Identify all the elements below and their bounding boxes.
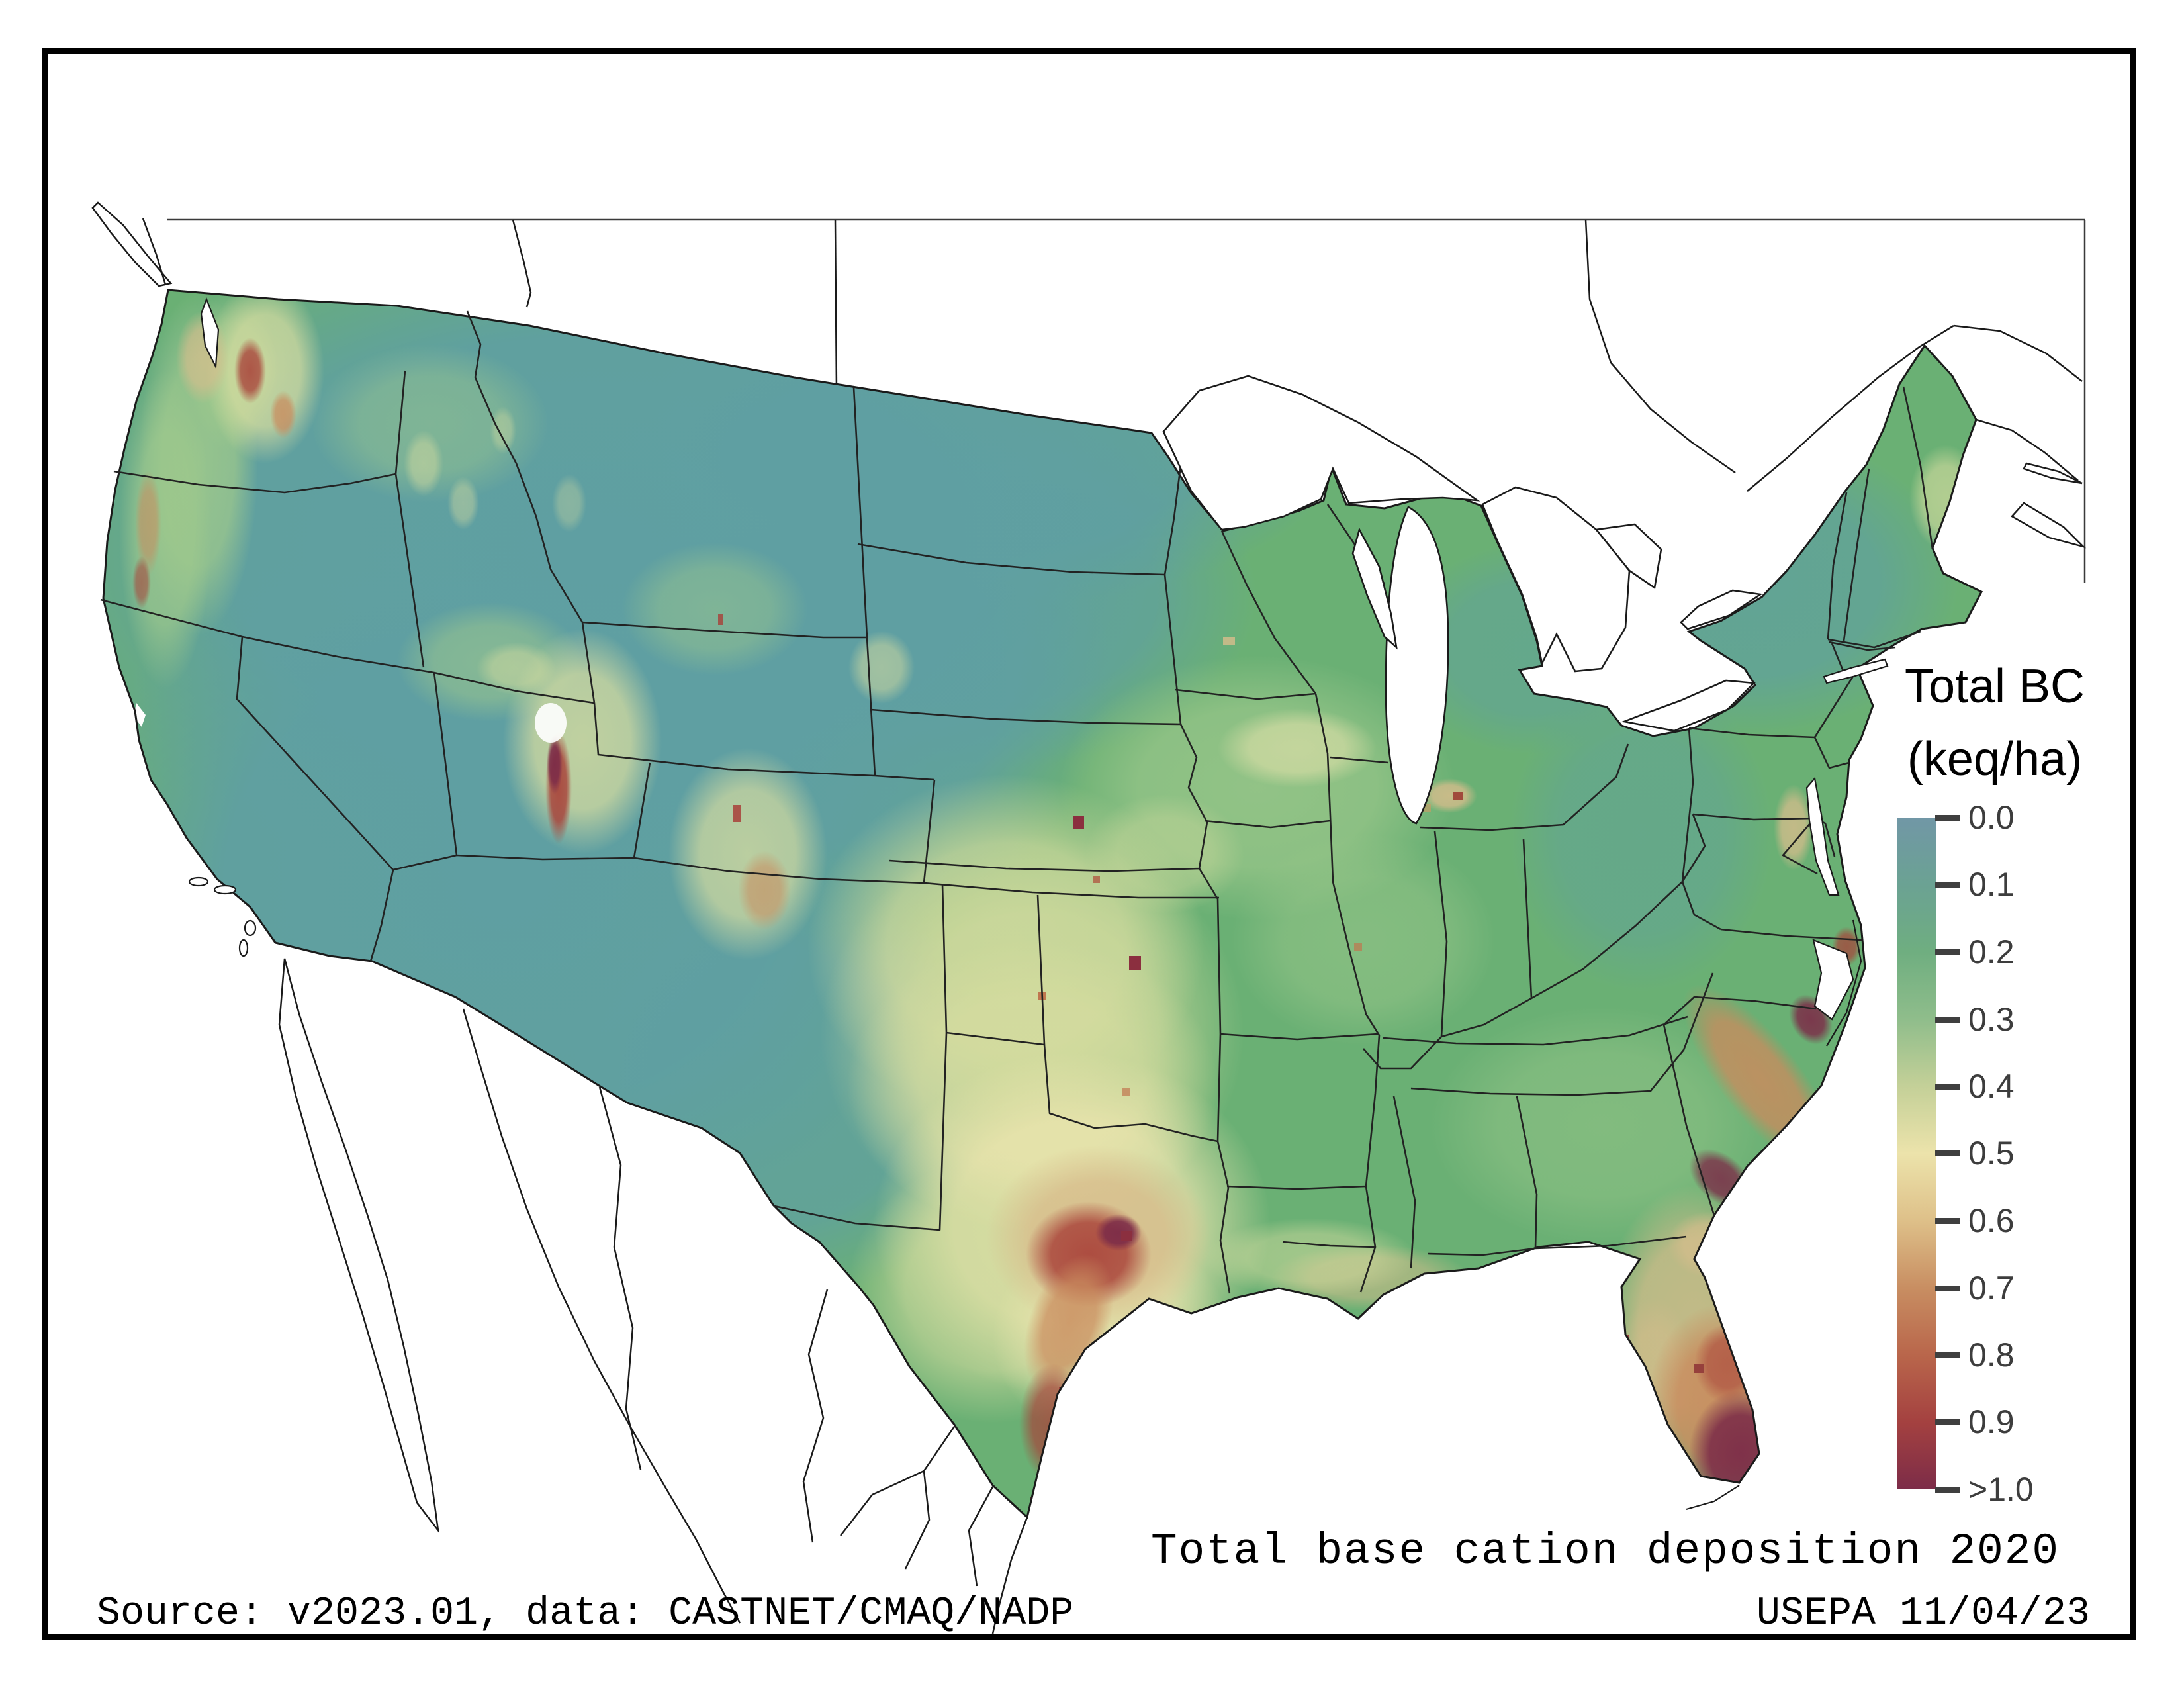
legend-tick: 0.6 xyxy=(1935,1202,2015,1239)
legend-tick: 0.1 xyxy=(1935,866,2015,903)
legend-tick: 0.4 xyxy=(1935,1068,2015,1105)
deposition-raster xyxy=(103,290,1981,1516)
legend-tick: 0.3 xyxy=(1935,1001,2015,1038)
florida-keys xyxy=(1686,1485,1740,1511)
tick-label: 0.3 xyxy=(1968,1001,2015,1038)
legend-tick: 0.0 xyxy=(1935,799,2015,836)
georgian-bay xyxy=(1594,523,1662,590)
legend-title: Total BC (keq/ha) xyxy=(1884,650,2106,796)
tick-label: 0.7 xyxy=(1968,1270,2015,1307)
agency-date-stamp: USEPA 11/04/23 xyxy=(1756,1591,2090,1636)
tick-label: 0.4 xyxy=(1968,1068,2015,1105)
conus-border xyxy=(102,289,1983,1519)
tick-label: 0.9 xyxy=(1968,1403,2015,1440)
legend-tick: >1.0 xyxy=(1935,1471,2034,1508)
tick-mark xyxy=(1935,1083,1960,1090)
mexico-outline xyxy=(278,958,1028,1634)
model-domain-boundary xyxy=(167,218,2086,583)
tick-mark xyxy=(1935,1217,1960,1224)
legend-tick: 0.7 xyxy=(1935,1270,2015,1307)
green-bay xyxy=(1351,527,1398,650)
tick-label: 0.1 xyxy=(1968,866,2015,903)
tick-mark xyxy=(1935,1419,1960,1425)
legend-tick: 0.9 xyxy=(1935,1403,2015,1440)
legend-tick: 0.2 xyxy=(1935,933,2015,970)
tick-label: >1.0 xyxy=(1968,1471,2034,1508)
tick-mark xyxy=(1935,1486,1960,1493)
pamlico-sound xyxy=(1812,939,1854,1021)
great-lakes xyxy=(1162,375,1763,825)
channel-island xyxy=(188,876,209,887)
chesapeake-bay xyxy=(1805,776,1840,896)
tick-label: 0.2 xyxy=(1968,933,2015,970)
tick-mark xyxy=(1935,1352,1960,1358)
tick-mark xyxy=(1935,949,1960,955)
puget-sound xyxy=(200,297,220,370)
tick-mark xyxy=(1935,814,1960,821)
channel-island xyxy=(244,919,257,937)
channel-island xyxy=(238,939,249,957)
legend-title-line1: Total BC xyxy=(1904,660,2085,713)
tick-label: 0.6 xyxy=(1968,1202,2015,1239)
tick-mark xyxy=(1935,1150,1960,1156)
state-borders xyxy=(100,310,1934,1294)
outer-banks xyxy=(1826,919,1862,1047)
lake-ontario xyxy=(1680,589,1763,630)
lake-erie xyxy=(1621,679,1756,732)
canada-outline xyxy=(91,201,2087,549)
lake-huron xyxy=(1481,486,1631,673)
source-note: Source: v2023.01, data: CASTNET/CMAQ/NAD… xyxy=(97,1591,1074,1636)
legend-tick: 0.5 xyxy=(1935,1135,2015,1172)
tick-mark xyxy=(1935,881,1960,888)
tick-label: 0.5 xyxy=(1968,1135,2015,1172)
lake-superior xyxy=(1162,375,1480,531)
long-island xyxy=(1823,658,1889,684)
tick-mark xyxy=(1935,1285,1960,1291)
legend-tick: 0.8 xyxy=(1935,1336,2015,1374)
tick-label: 0.8 xyxy=(1968,1336,2015,1374)
legend-title-line2: (keq/ha) xyxy=(1907,733,2083,786)
map-title: Total base cation deposition 2020 xyxy=(1150,1526,2060,1576)
tick-label: 0.0 xyxy=(1968,799,2015,836)
coastal-details xyxy=(188,297,1889,1511)
channel-island xyxy=(213,884,237,895)
legend-colorbar xyxy=(1897,818,1936,1489)
tick-mark xyxy=(1935,1016,1960,1023)
